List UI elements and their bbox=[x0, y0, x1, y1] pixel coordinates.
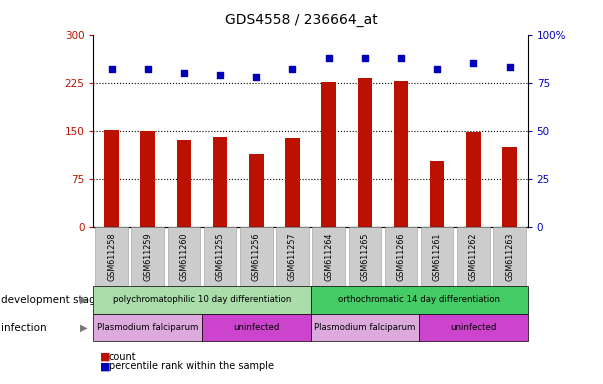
Text: polychromatophilic 10 day differentiation: polychromatophilic 10 day differentiatio… bbox=[113, 295, 291, 305]
Point bbox=[143, 66, 153, 72]
Bar bbox=[249, 154, 264, 227]
Point bbox=[215, 72, 225, 78]
Bar bbox=[502, 147, 517, 227]
Text: uninfected: uninfected bbox=[450, 323, 496, 332]
Point bbox=[251, 74, 261, 80]
Bar bbox=[466, 132, 481, 227]
Text: GSM611258: GSM611258 bbox=[107, 232, 116, 281]
Text: GSM611263: GSM611263 bbox=[505, 232, 514, 280]
Bar bbox=[430, 161, 444, 227]
Bar bbox=[177, 139, 191, 227]
Text: GSM611265: GSM611265 bbox=[361, 232, 369, 281]
Text: GSM611260: GSM611260 bbox=[180, 232, 188, 280]
Point bbox=[432, 66, 442, 72]
Text: ▶: ▶ bbox=[80, 323, 87, 333]
Text: Plasmodium falciparum: Plasmodium falciparum bbox=[314, 323, 415, 332]
Text: ▶: ▶ bbox=[80, 295, 87, 305]
Bar bbox=[358, 78, 372, 227]
Text: orthochromatic 14 day differentiation: orthochromatic 14 day differentiation bbox=[338, 295, 500, 305]
Text: GDS4558 / 236664_at: GDS4558 / 236664_at bbox=[225, 13, 378, 27]
Text: uninfected: uninfected bbox=[233, 323, 279, 332]
Bar bbox=[285, 138, 300, 227]
Bar bbox=[321, 82, 336, 227]
Point bbox=[505, 64, 514, 70]
Bar bbox=[104, 130, 119, 227]
Text: GSM611264: GSM611264 bbox=[324, 232, 333, 280]
Point bbox=[288, 66, 297, 72]
Point bbox=[469, 60, 478, 66]
Bar bbox=[140, 131, 155, 227]
Point bbox=[324, 55, 333, 61]
Text: ■: ■ bbox=[99, 352, 110, 362]
Bar bbox=[213, 137, 227, 227]
Text: GSM611256: GSM611256 bbox=[252, 232, 260, 281]
Text: ■: ■ bbox=[99, 361, 110, 371]
Point bbox=[396, 55, 406, 61]
Text: GSM611261: GSM611261 bbox=[433, 232, 441, 280]
Text: infection: infection bbox=[1, 323, 47, 333]
Text: GSM611262: GSM611262 bbox=[469, 232, 478, 281]
Text: Plasmodium falciparum: Plasmodium falciparum bbox=[97, 323, 198, 332]
Text: GSM611259: GSM611259 bbox=[144, 232, 152, 281]
Point bbox=[179, 70, 189, 76]
Text: GSM611257: GSM611257 bbox=[288, 232, 297, 281]
Text: GSM611266: GSM611266 bbox=[397, 232, 405, 280]
Text: percentile rank within the sample: percentile rank within the sample bbox=[109, 361, 274, 371]
Point bbox=[107, 66, 116, 72]
Point bbox=[360, 55, 370, 61]
Text: count: count bbox=[109, 352, 136, 362]
Text: GSM611255: GSM611255 bbox=[216, 232, 224, 281]
Bar bbox=[394, 81, 408, 227]
Text: development stage: development stage bbox=[1, 295, 102, 305]
